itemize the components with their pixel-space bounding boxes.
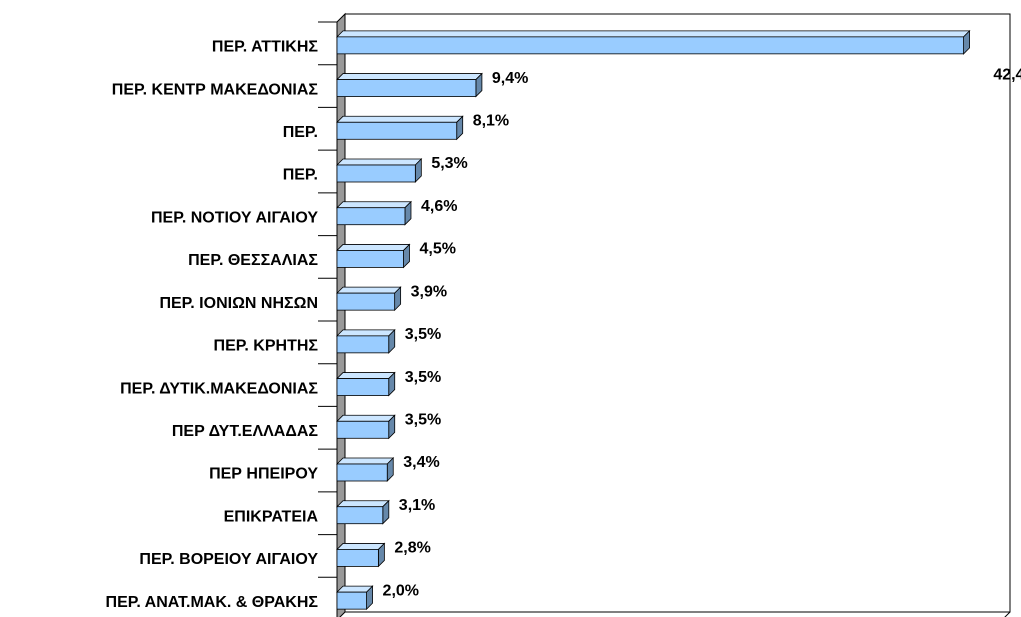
data-label: 3,9% <box>411 283 447 300</box>
y-tick-label: ΠΕΡ. ΑΝΑΤ.ΜΑΚ. & ΘΡΑΚΗΣ <box>106 594 319 611</box>
data-label: 42,4% <box>993 67 1021 84</box>
y-tick-label: ΕΠΙΚΡΑΤΕΙΑ <box>224 508 319 525</box>
bar <box>336 36 964 55</box>
bar-top <box>336 543 386 550</box>
bar <box>336 292 396 311</box>
bar-top <box>336 414 396 422</box>
y-tick-label: ΠΕΡ. <box>283 167 318 184</box>
bar <box>336 591 367 610</box>
bar-top <box>336 73 483 80</box>
bar <box>336 335 390 354</box>
y-tick-label: ΠΕΡ. ΚΕΝΤΡ ΜΑΚΕΔΟΝΙΑΣ <box>112 81 319 98</box>
data-label: 3,5% <box>405 369 441 386</box>
bar-top <box>336 457 395 465</box>
bar <box>336 164 416 183</box>
bar-top <box>336 30 971 38</box>
data-label: 4,5% <box>420 241 456 258</box>
bar <box>336 121 458 140</box>
data-label: 3,1% <box>399 497 435 514</box>
bar <box>336 207 406 226</box>
bar <box>336 506 384 525</box>
y-tick-label: ΠΕΡ. ΔΥΤΙΚ.ΜΑΚΕΔΟΝΙΑΣ <box>120 380 318 397</box>
y-tick-label: ΠΕΡ. ΘΕΣΣΑΛΙΑΣ <box>188 252 318 269</box>
y-tick-label: ΠΕΡ. <box>283 124 318 141</box>
data-label: 3,5% <box>405 412 441 429</box>
data-label: 3,4% <box>403 454 439 471</box>
y-tick-label: ΠΕΡ. ΝΟΤΙΟΥ ΑΙΓΑΙΟΥ <box>151 209 318 226</box>
data-label: 9,4% <box>492 70 528 87</box>
y-tick-label: ΠΕΡ ΔΥΤ.ΕΛΛΑΔΑΣ <box>172 423 319 440</box>
bar-top <box>336 115 464 123</box>
bar-top <box>336 329 396 337</box>
y-tick-label: ΠΕΡ. ΚΡΗΤΗΣ <box>214 338 319 355</box>
data-label: 2,0% <box>383 582 419 599</box>
bar <box>336 79 477 97</box>
y-tick-label: ΠΕΡ. ΙΟΝΙΩΝ ΝΗΣΩΝ <box>159 295 318 312</box>
data-label: 3,5% <box>405 326 441 343</box>
data-label: 8,1% <box>473 113 509 130</box>
y-tick-label: ΠΕΡ. ΑΤΤΙΚΗΣ <box>212 39 318 56</box>
bar-top <box>336 201 412 209</box>
y-tick-label: ΠΕΡ ΗΠΕΙΡΟΥ <box>209 466 318 483</box>
bar-top <box>336 500 390 508</box>
bar-top <box>336 158 423 166</box>
bar-top <box>336 244 411 251</box>
plot-frame <box>345 13 1011 613</box>
bar <box>336 250 404 268</box>
floor <box>1004 611 1011 617</box>
data-label: 2,8% <box>394 540 430 557</box>
bar-top <box>336 372 396 379</box>
bar <box>336 549 379 567</box>
bar <box>336 463 388 482</box>
y-tick-label: ΠΕΡ. ΒΟΡΕΙΟΥ ΑΙΓΑΙΟΥ <box>139 551 318 568</box>
wall <box>336 12 346 617</box>
bar <box>336 420 390 439</box>
bar-top <box>336 286 402 294</box>
data-label: 4,6% <box>421 198 457 215</box>
bar <box>336 378 390 396</box>
data-label: 5,3% <box>431 155 467 172</box>
